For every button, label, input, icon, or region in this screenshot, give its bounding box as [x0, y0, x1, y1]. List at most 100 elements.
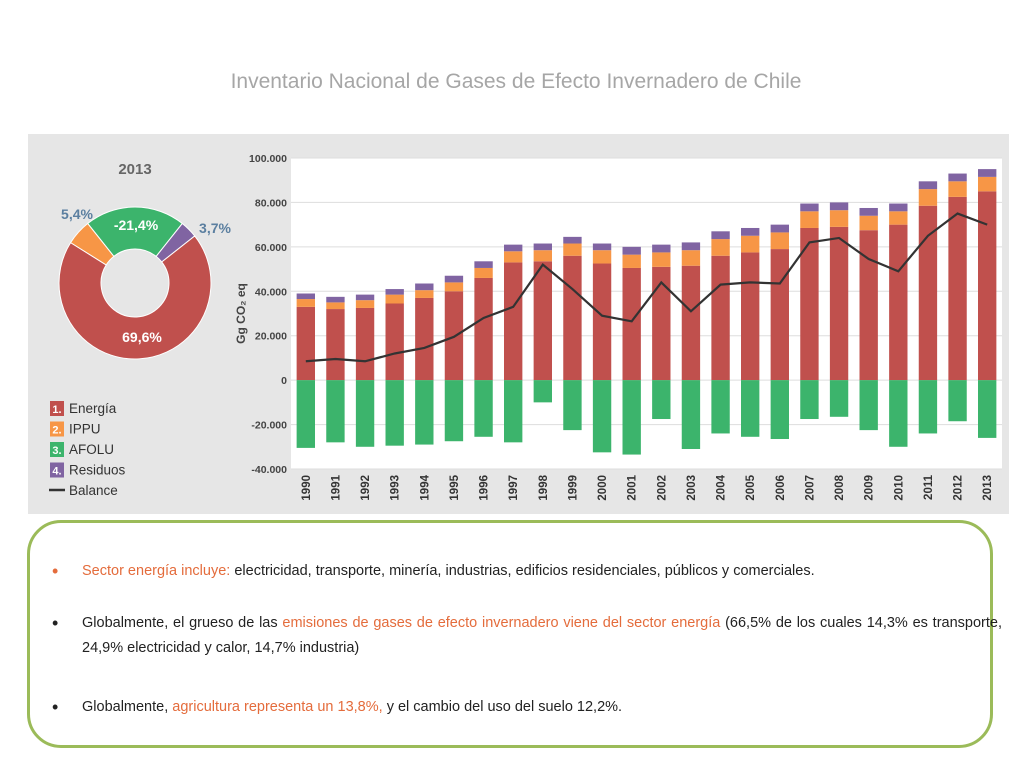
- bar-afolu: [622, 380, 641, 455]
- note-3-pre: Globalmente,: [82, 699, 173, 715]
- y-tick-label: -40.000: [251, 464, 287, 476]
- legend-label-ippu: IPPU: [69, 422, 101, 437]
- legend-swatch: [50, 442, 64, 457]
- bar-residuos: [711, 231, 730, 240]
- pie-label-residuos: 3,7%: [199, 220, 231, 236]
- legend-label-energía: Energía: [69, 401, 117, 416]
- x-tick-label: 1993: [390, 475, 402, 501]
- bar-ippu: [800, 211, 819, 228]
- notes-box: • Sector energía incluye: electricidad, …: [27, 520, 1002, 748]
- bar-energía: [474, 277, 493, 381]
- bar-residuos: [415, 283, 434, 291]
- bar-afolu: [681, 380, 701, 450]
- bar-ippu: [296, 299, 315, 307]
- bar-afolu: [978, 380, 997, 438]
- bar-ippu: [622, 254, 641, 268]
- x-tick-label: 1994: [419, 474, 431, 500]
- bar-afolu: [533, 380, 552, 403]
- bar-afolu: [711, 380, 730, 434]
- bar-residuos: [296, 293, 315, 300]
- bar-energía: [563, 255, 582, 381]
- bar-ippu: [829, 210, 849, 227]
- bar-ippu: [326, 302, 345, 310]
- bar-residuos: [770, 224, 789, 233]
- x-tick-label: 1996: [479, 475, 491, 501]
- bar-energía: [296, 306, 315, 381]
- bar-residuos: [444, 275, 464, 283]
- bar-afolu: [504, 380, 523, 443]
- bar-energía: [326, 309, 345, 381]
- bar-ippu: [592, 250, 612, 264]
- pie-slice-ippu: [69, 222, 115, 266]
- bar-afolu: [770, 380, 789, 440]
- bar-energía: [918, 205, 938, 381]
- note-1-text: electricidad, transporte, minería, indus…: [230, 563, 815, 579]
- bar-ippu: [859, 215, 878, 231]
- note-3: • Globalmente, agricultura representa un…: [52, 695, 1002, 720]
- bar-residuos: [622, 246, 641, 255]
- x-tick-label: 2012: [953, 475, 965, 501]
- bar-energía: [355, 307, 375, 381]
- y-axis-label: Gg CO₂ eq: [234, 283, 248, 344]
- bar-residuos: [533, 243, 552, 251]
- note-1-highlight: Sector energía incluye:: [82, 563, 231, 579]
- bar-afolu: [800, 380, 819, 420]
- plot-area: [291, 158, 1002, 469]
- bar-energía: [622, 267, 641, 381]
- note-2: • Globalmente, el grueso de las emisione…: [52, 611, 1002, 661]
- x-tick-label: 1990: [301, 475, 313, 501]
- bar-ippu: [415, 290, 434, 298]
- bar-afolu: [918, 380, 938, 434]
- bar-afolu: [296, 380, 315, 448]
- bar-energía: [741, 252, 760, 381]
- bar-residuos: [978, 169, 997, 177]
- legend-swatch: [50, 421, 64, 437]
- bar-ippu: [563, 243, 582, 256]
- bar-afolu: [563, 380, 582, 431]
- bar-afolu: [829, 380, 849, 417]
- legend-number: 4.: [52, 466, 61, 478]
- pie-label-energía: 69,6%: [122, 329, 162, 345]
- x-tick-label: 2009: [864, 475, 876, 501]
- bar-afolu: [741, 380, 760, 437]
- note-3-text: y el cambio del uso del suelo 12,2%.: [382, 699, 623, 715]
- bar-afolu: [474, 380, 493, 437]
- note-1: • Sector energía incluye: electricidad, …: [52, 559, 1002, 584]
- legend-label-balance: Balance: [69, 483, 118, 498]
- y-tick-label: 60.000: [255, 242, 287, 254]
- emissions-chart: 2013 -21,4% 3,7% 69,6% 5,4% 1. Energía 2. IPPU 3.…: [49, 153, 1002, 501]
- x-tick-label: 1997: [508, 475, 520, 501]
- bar-energía: [533, 261, 552, 381]
- note-3-highlight: agricultura representa un 13,8%,: [172, 699, 383, 715]
- bar-afolu: [948, 380, 967, 422]
- bar-ippu: [385, 294, 404, 304]
- pie-label-ippu: 5,4%: [61, 206, 93, 222]
- x-tick-label: 2005: [745, 474, 757, 500]
- bar-afolu: [444, 380, 464, 442]
- legend-number: 3.: [52, 445, 61, 457]
- x-tick-label: 2011: [923, 474, 935, 500]
- bullet-dot: •: [52, 613, 59, 633]
- bar-residuos: [829, 202, 849, 211]
- bar-residuos: [741, 227, 760, 236]
- x-tick-label: 2013: [982, 475, 994, 501]
- bar-ippu: [711, 239, 730, 256]
- bar-ippu: [533, 250, 552, 262]
- chart-panel: 2013 -21,4% 3,7% 69,6% 5,4% 1. Energía 2. IPPU 3.…: [28, 134, 1009, 514]
- legend-label-residuos: Residuos: [69, 463, 126, 478]
- balance-line: [305, 212, 988, 363]
- x-tick-label: 1992: [360, 475, 372, 501]
- x-tick-label: 2008: [834, 474, 846, 500]
- x-tick-label: 1995: [449, 474, 461, 500]
- slide-title: Inventario Nacional de Gases de Efecto I…: [230, 70, 802, 93]
- bar-ippu: [355, 300, 375, 308]
- legend-number: 2.: [52, 425, 61, 437]
- x-tick-label: 2007: [804, 475, 816, 501]
- bar-ippu: [948, 181, 967, 197]
- bar-ippu: [770, 232, 789, 250]
- bar-residuos: [800, 203, 819, 212]
- bar-residuos: [474, 261, 493, 268]
- bar-energía: [504, 262, 523, 381]
- bar-ippu: [741, 235, 760, 253]
- x-tick-label: 2003: [686, 475, 698, 501]
